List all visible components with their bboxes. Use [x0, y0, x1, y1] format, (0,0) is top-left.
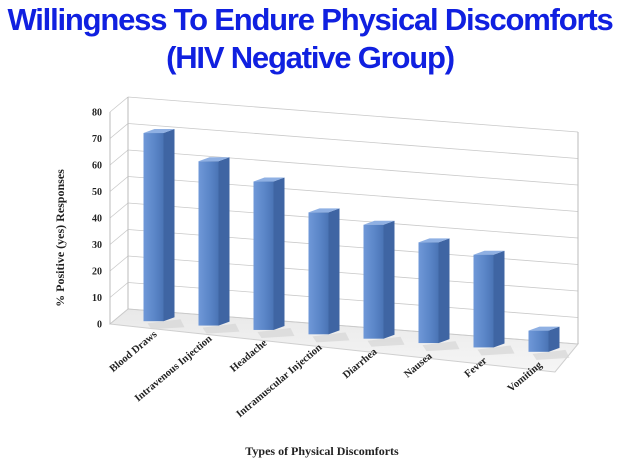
bar-shadow — [147, 319, 185, 330]
bar-front — [143, 133, 164, 322]
y-axis-label: % Positive (yes) Responses — [53, 169, 67, 307]
bar-shadow — [422, 341, 460, 352]
bar-front — [198, 161, 219, 326]
y-tick-label: 40 — [92, 214, 102, 225]
y-tick-label: 80 — [92, 108, 102, 119]
bar-top — [308, 208, 340, 213]
bar-side — [218, 157, 230, 326]
chart-axes — [109, 97, 579, 344]
bar-front — [473, 254, 494, 348]
bar-side — [548, 326, 560, 352]
bar-side — [163, 129, 175, 322]
y-tick-label: 50 — [92, 187, 102, 198]
bar-shadow — [477, 345, 515, 356]
y-tick-label: 30 — [92, 240, 102, 251]
bar-side — [438, 238, 450, 344]
bar — [198, 157, 240, 334]
bar-top — [473, 250, 505, 255]
chart-title: Willingness To Endure Physical Discomfor… — [7, 2, 613, 37]
gridline-side — [109, 96, 129, 113]
bar — [418, 238, 460, 352]
gridline-side — [109, 202, 129, 219]
bar-top — [143, 129, 175, 134]
bar — [363, 220, 405, 347]
gridline-side — [109, 229, 129, 245]
bar-side — [383, 220, 395, 339]
gridline-side — [109, 282, 129, 298]
bar-side — [493, 250, 505, 348]
gridline — [127, 96, 579, 133]
bar-front — [308, 212, 329, 335]
gridline — [127, 149, 579, 186]
bar-top — [198, 157, 230, 162]
bar — [143, 129, 185, 330]
y-tick-label: 0 — [97, 320, 102, 331]
bar-top — [253, 177, 285, 182]
bar-side — [328, 208, 340, 335]
bar-front — [363, 224, 384, 339]
bar — [528, 326, 570, 360]
bar-front — [253, 181, 274, 330]
bar — [308, 208, 350, 343]
y-tick-label: 10 — [92, 293, 102, 304]
chart-bars — [143, 129, 570, 360]
bar-shadow — [312, 332, 350, 343]
gridline-side — [109, 308, 129, 325]
gridline-side — [109, 255, 129, 272]
gridline — [127, 229, 579, 265]
bar-shadow — [367, 336, 405, 347]
gridline — [127, 255, 579, 292]
bar-top — [528, 326, 560, 331]
bar — [253, 177, 295, 338]
bar-shadow — [532, 349, 570, 360]
x-axis-label: Types of Physical Discomforts — [245, 444, 399, 458]
gridline-side — [109, 123, 129, 139]
gridline — [127, 176, 579, 212]
y-tick-label: 70 — [92, 134, 102, 145]
bar-shadow — [202, 323, 240, 334]
bar-side — [273, 177, 285, 330]
bar-shadow — [257, 327, 295, 338]
bar-front — [528, 330, 549, 352]
chart-grid — [108, 96, 579, 373]
gridline — [127, 202, 579, 239]
gridline-side — [109, 149, 129, 166]
bar-top — [363, 220, 395, 225]
bar-front — [418, 242, 439, 344]
bar — [473, 250, 515, 356]
gridline — [127, 282, 579, 318]
gridline-side — [109, 176, 129, 192]
y-tick-label: 60 — [92, 161, 102, 172]
x-tick-label: Headache — [228, 338, 269, 375]
x-tick-label: Blood Draws — [108, 329, 160, 375]
y-tick-label: 20 — [92, 267, 102, 278]
gridline — [127, 123, 579, 159]
bar-top — [418, 238, 450, 243]
chart-subtitle: (HIV Negative Group) — [166, 40, 455, 75]
